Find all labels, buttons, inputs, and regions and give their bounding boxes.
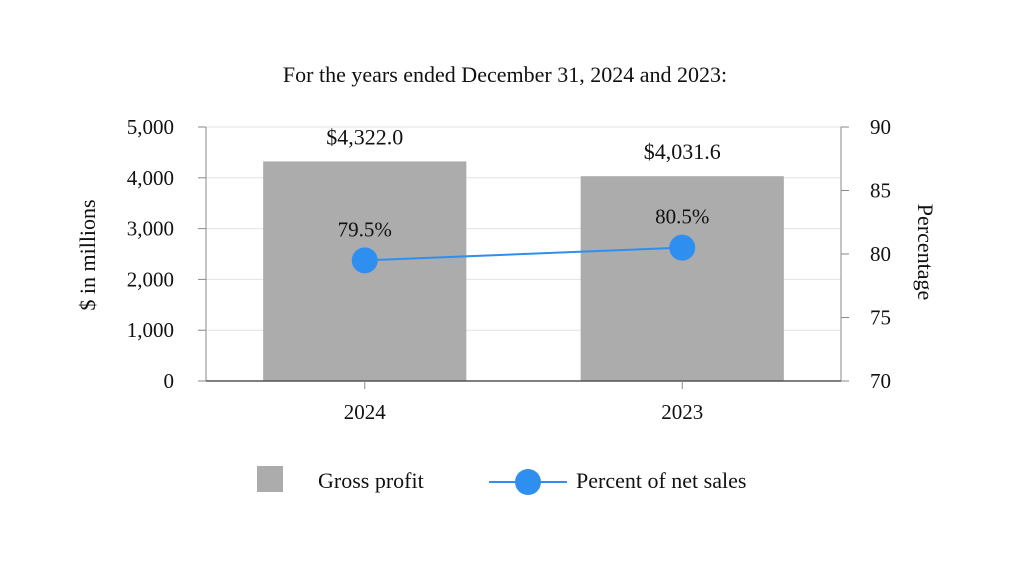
y2-tick-label: 90 — [870, 115, 891, 139]
legend: Gross profit Percent of net sales — [257, 466, 746, 495]
bars-group — [263, 161, 784, 381]
y-tick-label: 3,000 — [127, 217, 174, 241]
chart-title: For the years ended December 31, 2024 an… — [283, 62, 727, 87]
legend-marker-percent — [515, 469, 541, 495]
y-tick-label: 2,000 — [127, 267, 174, 291]
line-point — [669, 234, 696, 261]
legend-swatch-gross-profit — [257, 466, 283, 492]
legend-label-percent: Percent of net sales — [576, 468, 746, 493]
y2-tick-label: 85 — [870, 179, 891, 203]
y2-tick-label: 80 — [870, 242, 891, 266]
y-tick-label: 4,000 — [127, 166, 174, 190]
legend-label-gross-profit: Gross profit — [318, 468, 424, 493]
line-value-label: 80.5% — [655, 205, 709, 229]
line-value-label: 79.5% — [338, 217, 392, 241]
data-labels-group: $4,322.0 $4,031.6 79.5% 80.5% — [326, 124, 721, 241]
y2-axis-label: Percentage — [913, 204, 938, 301]
x-tick-label: 2024 — [344, 400, 387, 424]
x-tick-label: 2023 — [661, 400, 703, 424]
line-point — [351, 247, 378, 274]
axes-group: 0 1,000 2,000 3,000 4,000 5,000 70 75 80 85 90 2024… — [127, 115, 891, 424]
bar — [580, 176, 784, 381]
y-tick-label: 0 — [164, 369, 175, 393]
line-path — [364, 246, 683, 262]
bar-value-label: $4,031.6 — [644, 139, 721, 164]
line-series-group — [351, 234, 696, 274]
bar-value-label: $4,322.0 — [326, 124, 403, 149]
y-tick-label: 5,000 — [127, 115, 174, 139]
y-tick-label: 1,000 — [127, 318, 174, 342]
y-axis-label: $ in millions — [75, 199, 100, 310]
y2-tick-label: 75 — [870, 306, 891, 330]
y2-tick-label: 70 — [870, 369, 891, 393]
